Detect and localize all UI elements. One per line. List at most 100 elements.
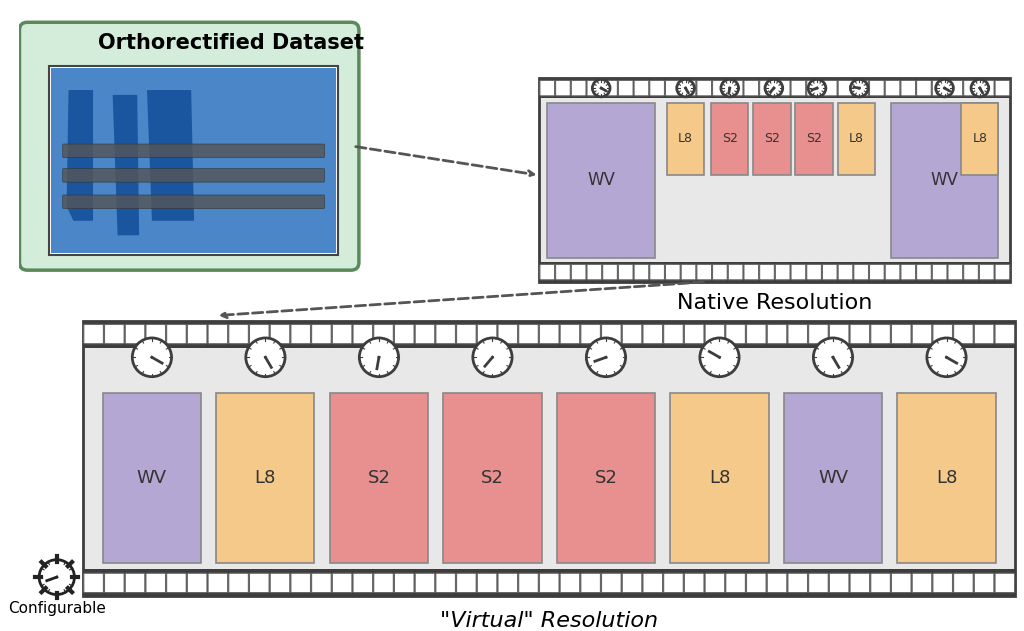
FancyBboxPatch shape — [897, 393, 995, 563]
FancyBboxPatch shape — [901, 264, 915, 280]
FancyBboxPatch shape — [850, 324, 869, 344]
Text: S2: S2 — [595, 469, 617, 487]
FancyBboxPatch shape — [415, 573, 435, 593]
FancyBboxPatch shape — [603, 80, 617, 96]
FancyBboxPatch shape — [601, 324, 622, 344]
FancyBboxPatch shape — [167, 573, 186, 593]
Circle shape — [850, 80, 868, 97]
FancyBboxPatch shape — [664, 324, 683, 344]
FancyBboxPatch shape — [664, 573, 683, 593]
FancyBboxPatch shape — [250, 324, 269, 344]
Circle shape — [600, 86, 603, 90]
FancyBboxPatch shape — [270, 324, 290, 344]
Circle shape — [684, 86, 687, 90]
FancyBboxPatch shape — [775, 80, 791, 96]
FancyBboxPatch shape — [822, 264, 838, 280]
Circle shape — [943, 86, 946, 90]
FancyBboxPatch shape — [885, 264, 900, 280]
FancyBboxPatch shape — [932, 264, 947, 280]
Bar — [540, 78, 1011, 98]
FancyBboxPatch shape — [477, 324, 497, 344]
FancyBboxPatch shape — [394, 573, 414, 593]
Circle shape — [718, 356, 721, 359]
FancyBboxPatch shape — [374, 324, 393, 344]
Text: L8: L8 — [709, 469, 730, 487]
FancyBboxPatch shape — [19, 22, 358, 270]
FancyBboxPatch shape — [634, 264, 649, 280]
FancyBboxPatch shape — [713, 80, 727, 96]
FancyBboxPatch shape — [681, 264, 696, 280]
FancyBboxPatch shape — [933, 324, 952, 344]
Bar — [83, 321, 1015, 348]
FancyBboxPatch shape — [746, 573, 766, 593]
Bar — [49, 66, 338, 255]
FancyBboxPatch shape — [995, 80, 1010, 96]
FancyBboxPatch shape — [964, 80, 978, 96]
Text: WV: WV — [818, 469, 848, 487]
Bar — [540, 78, 1011, 282]
Text: S2: S2 — [764, 133, 780, 146]
FancyBboxPatch shape — [726, 573, 745, 593]
FancyBboxPatch shape — [697, 264, 712, 280]
Text: WV: WV — [137, 469, 167, 487]
Text: L8: L8 — [255, 469, 276, 487]
FancyBboxPatch shape — [519, 324, 539, 344]
FancyBboxPatch shape — [796, 103, 833, 175]
FancyBboxPatch shape — [436, 324, 456, 344]
FancyBboxPatch shape — [892, 324, 911, 344]
FancyBboxPatch shape — [743, 80, 759, 96]
FancyBboxPatch shape — [330, 393, 428, 563]
Circle shape — [473, 338, 512, 377]
FancyBboxPatch shape — [791, 264, 806, 280]
FancyBboxPatch shape — [838, 80, 853, 96]
FancyBboxPatch shape — [767, 324, 786, 344]
FancyBboxPatch shape — [311, 573, 331, 593]
FancyBboxPatch shape — [571, 264, 586, 280]
FancyBboxPatch shape — [791, 80, 806, 96]
FancyBboxPatch shape — [995, 573, 1015, 593]
FancyBboxPatch shape — [964, 264, 978, 280]
Bar — [83, 569, 1015, 596]
FancyBboxPatch shape — [891, 103, 998, 257]
FancyBboxPatch shape — [62, 195, 325, 209]
Circle shape — [808, 80, 825, 97]
FancyBboxPatch shape — [912, 573, 932, 593]
Text: L8: L8 — [678, 133, 693, 146]
Circle shape — [264, 356, 267, 359]
Circle shape — [978, 86, 981, 90]
FancyBboxPatch shape — [684, 573, 703, 593]
FancyBboxPatch shape — [84, 573, 103, 593]
FancyBboxPatch shape — [519, 573, 539, 593]
FancyBboxPatch shape — [643, 573, 663, 593]
Text: Configurable: Configurable — [8, 601, 105, 616]
Text: S2: S2 — [806, 133, 822, 146]
FancyBboxPatch shape — [962, 103, 998, 175]
FancyBboxPatch shape — [697, 80, 712, 96]
Text: S2: S2 — [368, 469, 390, 487]
FancyBboxPatch shape — [901, 80, 915, 96]
FancyBboxPatch shape — [932, 80, 947, 96]
Circle shape — [39, 560, 75, 594]
FancyBboxPatch shape — [809, 573, 828, 593]
FancyBboxPatch shape — [560, 573, 580, 593]
FancyBboxPatch shape — [760, 264, 774, 280]
FancyBboxPatch shape — [974, 573, 994, 593]
FancyBboxPatch shape — [822, 80, 838, 96]
FancyBboxPatch shape — [83, 348, 1015, 569]
FancyBboxPatch shape — [208, 573, 227, 593]
FancyBboxPatch shape — [228, 324, 249, 344]
Text: "Virtual" Resolution: "Virtual" Resolution — [440, 611, 658, 631]
Circle shape — [971, 80, 989, 97]
Bar — [83, 321, 1015, 596]
FancyBboxPatch shape — [84, 324, 103, 344]
Text: S2: S2 — [481, 469, 504, 487]
FancyBboxPatch shape — [995, 324, 1015, 344]
FancyBboxPatch shape — [587, 80, 602, 96]
FancyBboxPatch shape — [540, 324, 559, 344]
FancyBboxPatch shape — [650, 264, 665, 280]
Circle shape — [246, 338, 285, 377]
FancyBboxPatch shape — [102, 393, 201, 563]
FancyBboxPatch shape — [666, 264, 680, 280]
FancyBboxPatch shape — [681, 80, 696, 96]
FancyBboxPatch shape — [787, 324, 808, 344]
